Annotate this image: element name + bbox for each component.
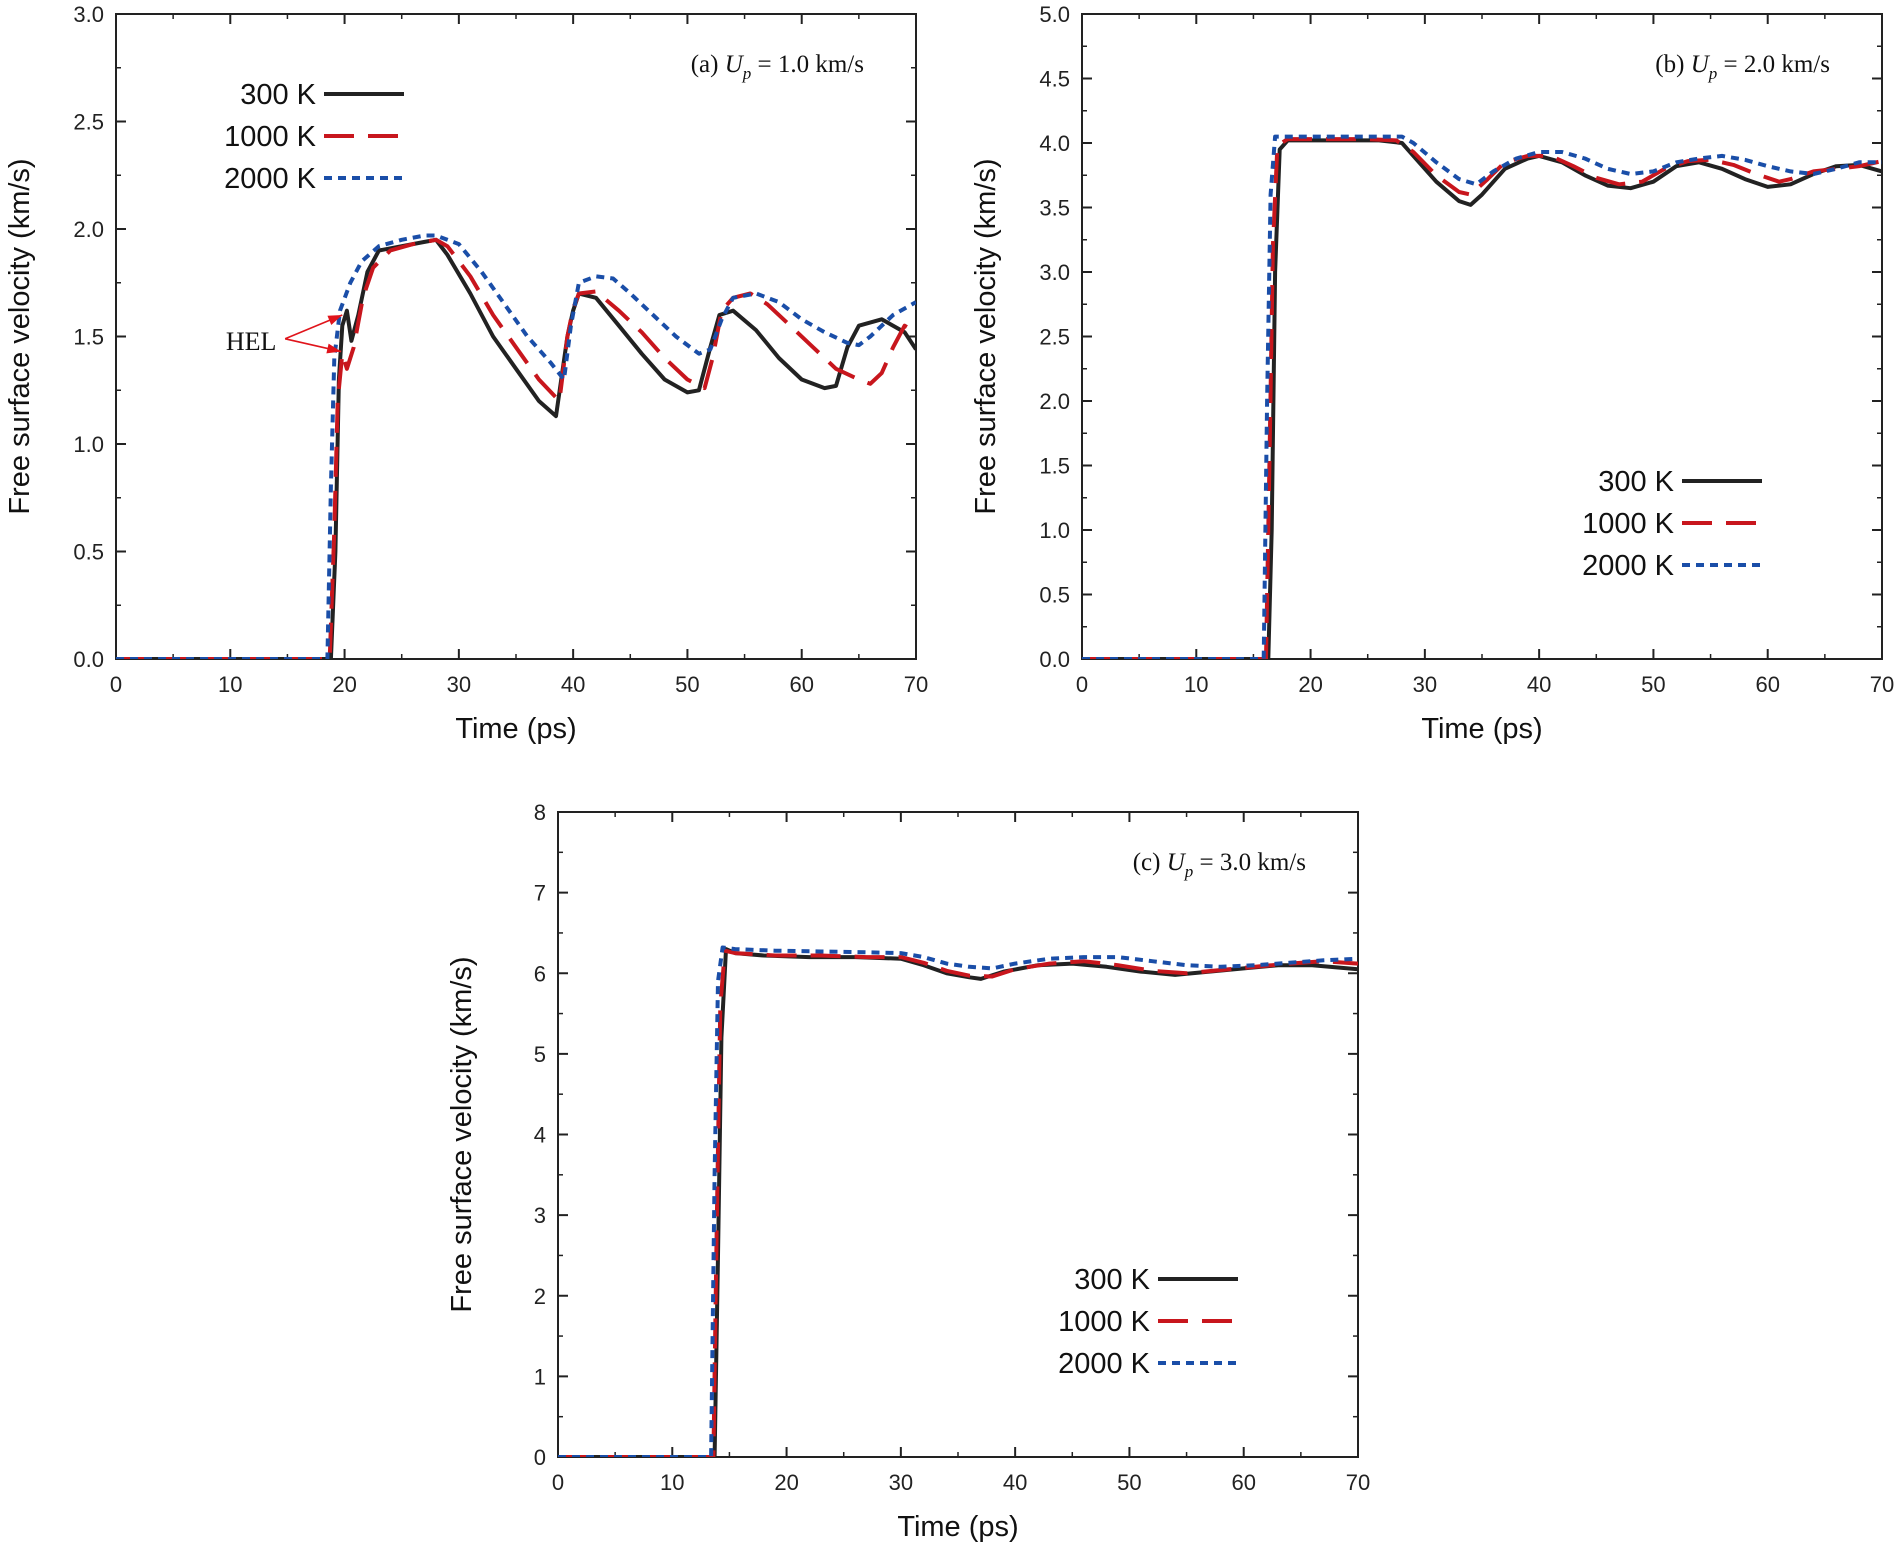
series-line <box>558 945 1358 1457</box>
x-tick-label: 30 <box>1413 672 1437 697</box>
x-tick-label: 30 <box>447 672 471 697</box>
x-tick-label: 0 <box>552 1470 564 1495</box>
y-tick-label: 2.5 <box>1039 325 1070 350</box>
x-tick-label: 40 <box>1527 672 1551 697</box>
y-tick-label: 5.0 <box>1039 2 1070 27</box>
plot-frame <box>557 811 1359 1458</box>
x-tick-label: 70 <box>1870 672 1894 697</box>
y-tick-label: 7 <box>534 881 546 906</box>
series-line <box>1082 134 1882 659</box>
chart-panel: 0 10 20 30 40 50 60 70 0.0 0.5 1.0 1.5 2.0 2.5 3.0 3.5 4… <box>970 2 1894 745</box>
y-tick-label: 0.5 <box>1039 583 1070 608</box>
annotation-label: HEL <box>226 327 277 356</box>
legend-label: 300 K <box>240 79 316 111</box>
y-tick-label: 6 <box>534 961 546 986</box>
y-tick-label: 1.0 <box>1039 518 1070 543</box>
x-tick-label: 0 <box>110 672 122 697</box>
x-tick-label: 10 <box>218 672 242 697</box>
chart-panel: 0 10 20 30 40 50 60 70 0 1 2 3 4 5 6 7 8 Time (ps) Free su… <box>446 800 1370 1543</box>
series-group <box>558 945 1358 1457</box>
series-line <box>116 233 916 659</box>
chart-panel: 0 10 20 30 40 50 60 70 0.0 0.5 1.0 1.5 2.0 2.5 3.0 Time… <box>4 2 928 745</box>
y-tick-label: 4.0 <box>1039 131 1070 156</box>
y-tick-label: 8 <box>534 800 546 825</box>
legend-label: 1000 K <box>1582 508 1675 540</box>
legend-label: 2000 K <box>224 163 317 195</box>
x-tick-label: 60 <box>1231 1470 1255 1495</box>
panel-title: (a) Up = 1.0 km/s <box>691 51 864 83</box>
x-tick-label: 40 <box>561 672 585 697</box>
y-tick-label: 2.0 <box>73 217 104 242</box>
x-tick-label: 0 <box>1076 672 1088 697</box>
y-axis-label: Free surface velocity (km/s) <box>446 956 478 1312</box>
x-tick-label: 20 <box>1298 672 1322 697</box>
annotation-arrowhead <box>327 315 343 325</box>
legend-label: 300 K <box>1074 1264 1150 1296</box>
x-axis-label: Time (ps) <box>1421 713 1542 745</box>
legend-label: 300 K <box>1598 466 1674 498</box>
y-tick-label: 3.5 <box>1039 196 1070 221</box>
y-tick-label: 2.5 <box>73 110 104 135</box>
x-tick-label: 50 <box>1117 1470 1141 1495</box>
y-tick-label: 4.5 <box>1039 67 1070 92</box>
legend-label: 1000 K <box>224 121 317 153</box>
legend-label: 2000 K <box>1058 1348 1151 1380</box>
y-tick-label: 2 <box>534 1284 546 1309</box>
series-group <box>116 233 916 659</box>
x-tick-label: 10 <box>1184 672 1208 697</box>
x-tick-label: 60 <box>789 672 813 697</box>
x-tick-label: 70 <box>1346 1470 1370 1495</box>
series-line <box>116 237 916 659</box>
y-tick-label: 1 <box>534 1364 546 1389</box>
y-axis-label: Free surface velocity (km/s) <box>4 158 36 514</box>
y-tick-label: 0.0 <box>73 647 104 672</box>
y-tick-label: 3.0 <box>1039 260 1070 285</box>
series-line <box>558 948 1358 1457</box>
y-tick-label: 5 <box>534 1042 546 1067</box>
x-axis-label: Time (ps) <box>897 1511 1018 1543</box>
y-tick-label: 0.0 <box>1039 647 1070 672</box>
y-tick-label: 0 <box>534 1445 546 1470</box>
x-tick-label: 50 <box>1641 672 1665 697</box>
legend-label: 1000 K <box>1058 1306 1151 1338</box>
x-tick-label: 10 <box>660 1470 684 1495</box>
y-tick-label: 1.5 <box>73 325 104 350</box>
x-tick-label: 20 <box>774 1470 798 1495</box>
plot-frame <box>1081 13 1883 660</box>
series-line <box>1082 137 1882 659</box>
annotation-arrowhead <box>326 343 342 354</box>
y-tick-label: 3.0 <box>73 2 104 27</box>
x-tick-label: 70 <box>904 672 928 697</box>
x-tick-label: 50 <box>675 672 699 697</box>
series-line <box>116 237 916 659</box>
y-tick-label: 0.5 <box>73 540 104 565</box>
series-group <box>1082 134 1882 659</box>
y-tick-label: 4 <box>534 1123 546 1148</box>
panel-title: (b) Up = 2.0 km/s <box>1655 51 1830 83</box>
series-line <box>558 947 1358 1457</box>
y-tick-label: 2.0 <box>1039 389 1070 414</box>
x-tick-label: 20 <box>332 672 356 697</box>
y-tick-label: 1.5 <box>1039 454 1070 479</box>
x-tick-label: 40 <box>1003 1470 1027 1495</box>
x-axis-label: Time (ps) <box>455 713 576 745</box>
y-tick-label: 3 <box>534 1203 546 1228</box>
series-line <box>1082 138 1882 659</box>
x-tick-label: 30 <box>889 1470 913 1495</box>
legend-label: 2000 K <box>1582 550 1675 582</box>
y-axis-label: Free surface velocity (km/s) <box>970 158 1002 514</box>
y-tick-label: 1.0 <box>73 432 104 457</box>
panel-title: (c) Up = 3.0 km/s <box>1133 849 1306 881</box>
x-tick-label: 60 <box>1755 672 1779 697</box>
